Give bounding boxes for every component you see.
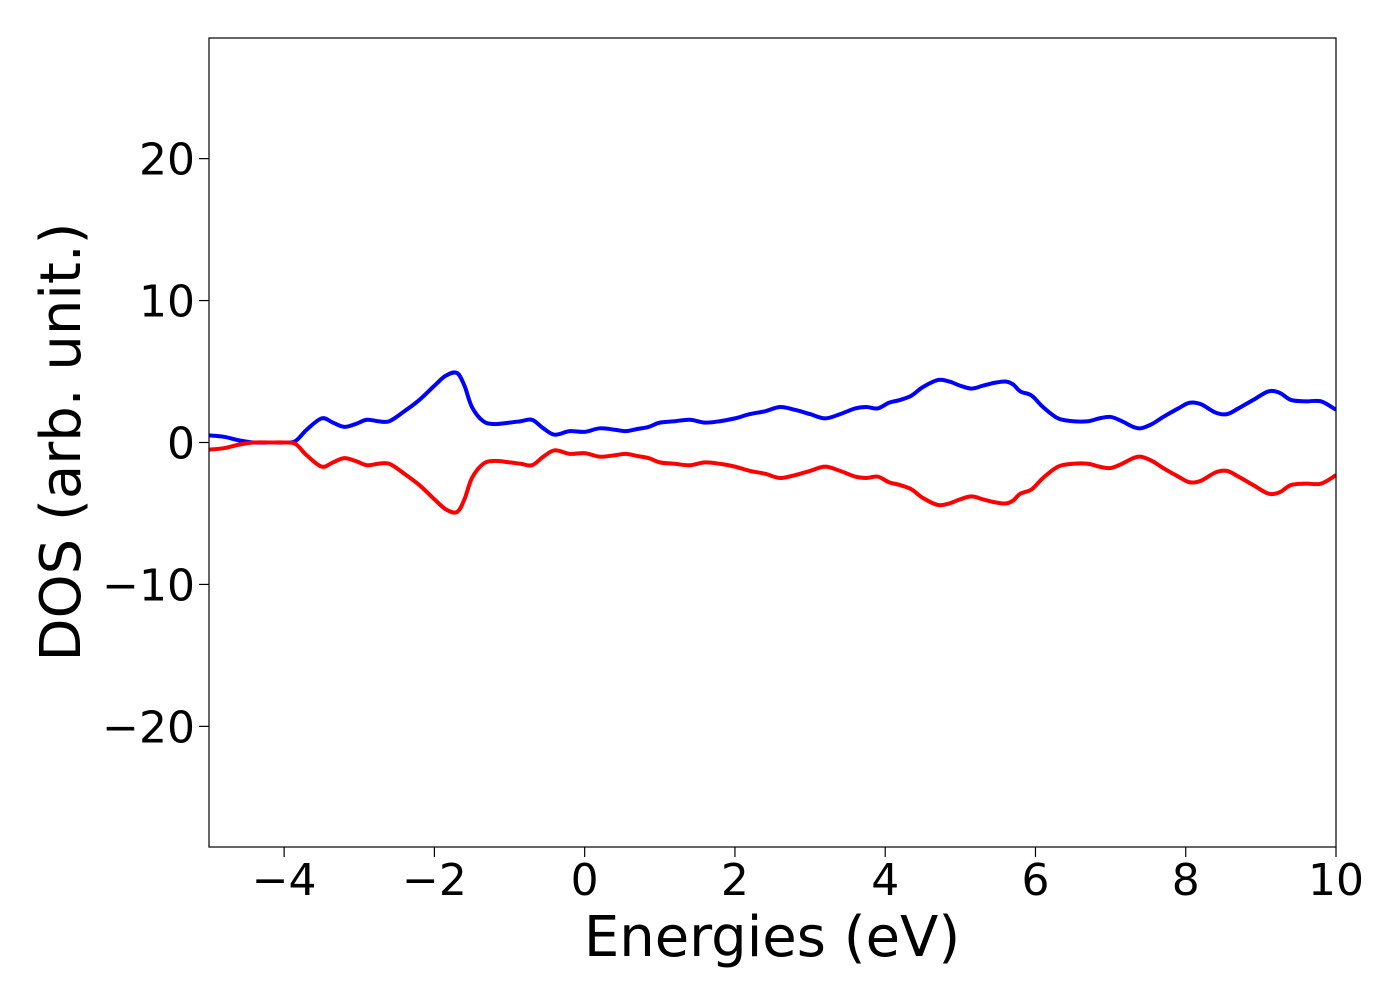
- y-tick-label: 10: [139, 277, 195, 328]
- x-tick-label: −2: [402, 855, 467, 906]
- x-tick-label: 0: [571, 855, 599, 906]
- x-axis-ticks: −4 −2 0 2 4 6 8 10: [252, 847, 1364, 906]
- x-tick-label: 4: [871, 855, 899, 906]
- y-tick-label: −10: [102, 560, 195, 611]
- x-axis-label: Energies (eV): [584, 905, 960, 970]
- y-axis-label: DOS (arb. unit.): [29, 222, 94, 661]
- y-tick-label: −20: [102, 702, 195, 753]
- x-tick-label: 2: [721, 855, 749, 906]
- series-layer: [209, 370, 1336, 515]
- y-tick-label: 20: [139, 135, 195, 186]
- y-axis-ticks: −20 −10 0 10 20: [102, 135, 209, 753]
- series-line-0: [209, 370, 1336, 445]
- x-tick-label: −4: [252, 855, 317, 906]
- x-tick-label: 6: [1021, 855, 1049, 906]
- x-tick-label: 8: [1172, 855, 1200, 906]
- y-tick-label: 0: [167, 419, 195, 470]
- series-line-1: [209, 440, 1336, 515]
- x-tick-label: 10: [1308, 855, 1364, 906]
